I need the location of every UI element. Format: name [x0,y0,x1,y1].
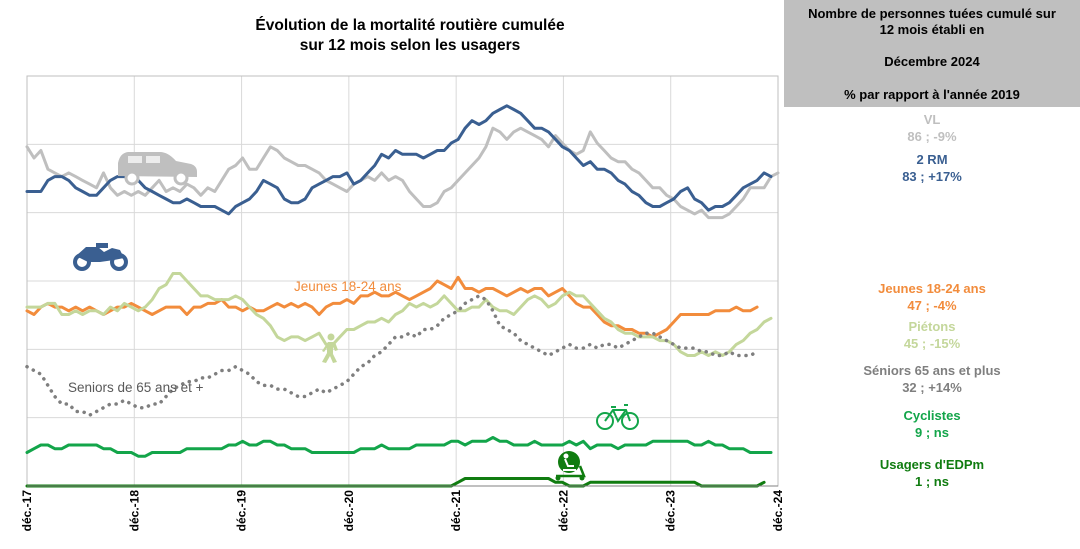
series-line-s-niors-65-ans-et-plus [25,294,759,417]
series-line-cyclistes [25,436,773,458]
pedestrian-icon [322,333,338,363]
series-line-usagers-d-edpm [25,477,766,488]
chart-title-line-2: sur 12 mois selon les usagers [299,37,521,54]
car-icon [118,152,197,186]
legend-label: Jeunes 18-24 ans [878,281,986,296]
legend-value: 47 ; -4% [907,298,957,313]
legend-label: Usagers d'EDPm [879,457,985,472]
legend-label: Piétons [908,319,956,334]
legend-header-line-1: Nombre de personnes tuées cumulé sur [808,6,1056,21]
legend-item-cyclistes: Cyclistes 9 ; ns [784,407,1080,441]
legend-item-pietons: Piétons 45 ; -15% [784,318,1080,352]
chart-title-line-1: Évolution de la mortalité routière cumul… [255,17,565,34]
bicycle-icon [596,404,639,430]
x-tick-label: déc.-21 [449,490,463,532]
legend-label: VL [923,112,941,127]
series-line-jeunes-18-24-ans [25,275,759,339]
series-line-pi-tons [25,272,773,357]
x-axis-ticks: déc.-17 déc.-18 déc.-19 déc.-20 déc.-21 déc.-… [20,485,784,532]
legend-header-line-2: 12 mois établi en [879,22,985,37]
annotation-seniors: Seniors de 65 ans et + [68,380,204,395]
legend-value: 9 ; ns [915,425,949,440]
legend-value: 32 ; +14% [902,380,962,395]
x-tick-label: déc.-17 [20,490,34,532]
x-tick-label: déc.-24 [771,490,784,532]
legend-value: 86 ; -9% [907,129,957,144]
series-line-vl [25,126,780,220]
line-chart: déc.-17 déc.-18 déc.-19 déc.-20 déc.-21 déc.-… [20,75,784,532]
legend-value: 83 ; +17% [902,169,962,184]
chart-title: Évolution de la mortalité routière cumul… [170,16,650,56]
legend-label: Cyclistes [903,408,961,423]
motorcycle-icon [73,243,128,271]
x-tick-label: déc.-20 [342,490,356,532]
x-tick-label: déc.-22 [556,490,570,532]
legend-item-jeunes: Jeunes 18-24 ans 47 ; -4% [784,280,1080,314]
legend-value: 1 ; ns [915,474,949,489]
legend-label: 2 RM [916,152,948,167]
scooter-icon [555,451,586,481]
legend-header-period: Décembre 2024 [884,54,980,69]
annotation-jeunes: Jeunes 18-24 ans [294,279,402,294]
legend-item-vl: VL 86 ; -9% [784,111,1080,145]
legend-value: 45 ; -15% [903,336,961,351]
series-lines [25,104,780,488]
legend-header-reference: % par rapport à l'année 2019 [844,87,1020,102]
x-tick-label: déc.-23 [664,490,678,532]
x-tick-label: déc.-18 [127,490,141,532]
series-line-2-rm [25,104,773,216]
legend-item-seniors: Séniors 65 ans et plus 32 ; +14% [784,362,1080,396]
legend-item-2rm: 2 RM 83 ; +17% [784,151,1080,185]
legend-label: Séniors 65 ans et plus [863,363,1001,378]
x-tick-label: déc.-19 [235,490,249,532]
legend-header: Nombre de personnes tuées cumulé sur 12 … [784,0,1080,107]
grid [26,75,779,487]
legend-item-edpm: Usagers d'EDPm 1 ; ns [784,456,1080,490]
